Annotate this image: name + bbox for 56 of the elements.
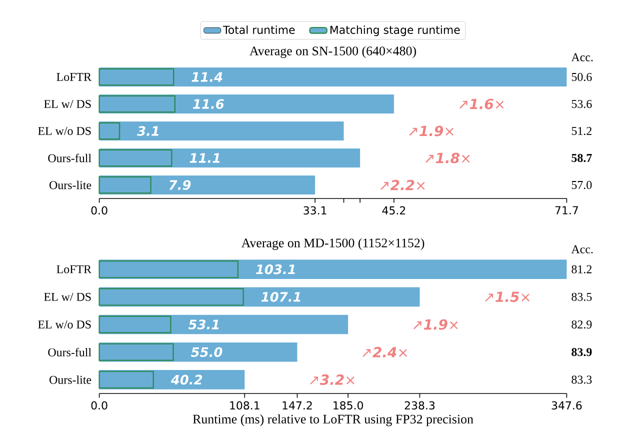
annotation: ↗1.5× [485,292,530,302]
y-tick-label: Ours-full [48,348,92,356]
y-tick-label: EL w/ DS [44,292,91,301]
y-tick-label: Ours-full [48,154,92,162]
text: Acc. [571,53,593,62]
x-tick-label: 0.0 [91,206,108,215]
data-label: 11.6 [193,99,224,109]
x-tick-label: 185.0 [334,401,364,410]
text: 50.6 [572,72,592,82]
data-label: 7.9 [169,180,191,190]
annotation: ↗3.2× [310,374,354,385]
x-tick-label: 71.7 [555,206,578,214]
chart-title: Average on SN-1500 (640×480) [250,46,416,58]
annotation: ↗1.8× [426,152,470,164]
x-tick-label: 33.1 [304,206,326,215]
x-tick-label: 108.1 [230,401,260,410]
data-label: 55.0 [190,347,222,358]
x-tick-label: 238.3 [404,401,435,410]
y-tick-label: EL w/o DS [38,320,91,329]
y-tick-label: LoFTR [56,265,92,274]
text: Acc. [571,245,593,254]
annotation: ↗2.2× [380,180,425,190]
data-label: 11.4 [192,72,222,82]
text: 58.7 [572,154,592,162]
text: 51.2 [572,126,592,136]
x-tick-label: 347.6 [552,401,582,410]
data-label: 53.1 [188,320,219,330]
x-axis-title: Runtime (ms) relative to LoFTR using FP32 precision [192,414,474,426]
annotation: ↗1.9× [414,319,458,330]
data-label: 40.2 [170,374,202,385]
data-label: 11.1 [190,153,220,163]
text: 83.9 [572,348,592,356]
text: 83.3 [572,376,592,384]
y-tick-label: LoFTR [56,73,92,81]
data-label: 107.1 [261,292,300,302]
data-label: 3.1 [137,126,158,136]
x-tick-label: 147.2 [282,401,312,410]
legend-label: Total runtime [223,25,295,34]
x-tick-label: 0.0 [91,401,108,410]
legend-label: Matching stage runtime [330,25,460,36]
y-tick-label: EL w/ DS [44,100,91,108]
y-tick-label: Ours-lite [50,180,92,190]
bar [99,122,344,140]
annotation: ↗1.9× [409,126,454,136]
text: 53.6 [572,100,592,108]
chart-title: Average on MD-1500 (1152×1152) [241,238,424,250]
y-tick-label: EL w/o DS [38,126,91,136]
x-tick-label: 45.2 [382,206,406,215]
text: 81.2 [572,265,592,274]
y-tick-label: Ours-lite [50,375,92,384]
text: 57.0 [572,180,592,190]
text: 83.5 [572,292,592,301]
annotation: ↗2.4× [362,346,407,358]
text: 82.9 [572,320,592,329]
annotation: ↗1.6× [459,98,504,110]
data-label: 103.1 [256,264,295,274]
